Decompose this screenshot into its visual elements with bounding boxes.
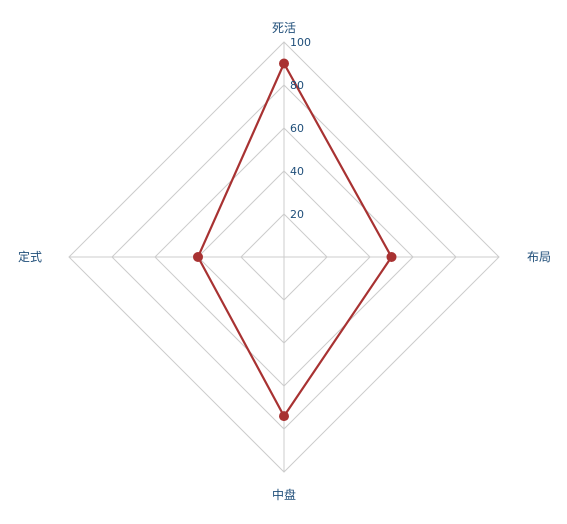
axis-label-1: 布局 xyxy=(527,250,551,264)
axis-label-3: 定式 xyxy=(18,249,42,264)
data-point-0 xyxy=(279,58,289,69)
tick-label-40: 40 xyxy=(290,165,304,178)
data-point-1 xyxy=(386,252,397,262)
tick-label-20: 20 xyxy=(290,208,304,221)
tick-label-60: 60 xyxy=(290,122,304,135)
data-point-2 xyxy=(279,411,289,422)
axis-label-2: 中盘 xyxy=(272,487,296,502)
radar-tick-labels: 20 40 60 80 100 xyxy=(290,36,311,221)
radar-series-group xyxy=(193,58,397,422)
data-point-3 xyxy=(193,252,203,262)
axis-label-0: 死活 xyxy=(272,21,296,35)
tick-label-80: 80 xyxy=(290,79,304,92)
series-line-0 xyxy=(196,62,393,418)
radar-axes xyxy=(69,42,499,472)
tick-label-100: 100 xyxy=(290,36,311,49)
